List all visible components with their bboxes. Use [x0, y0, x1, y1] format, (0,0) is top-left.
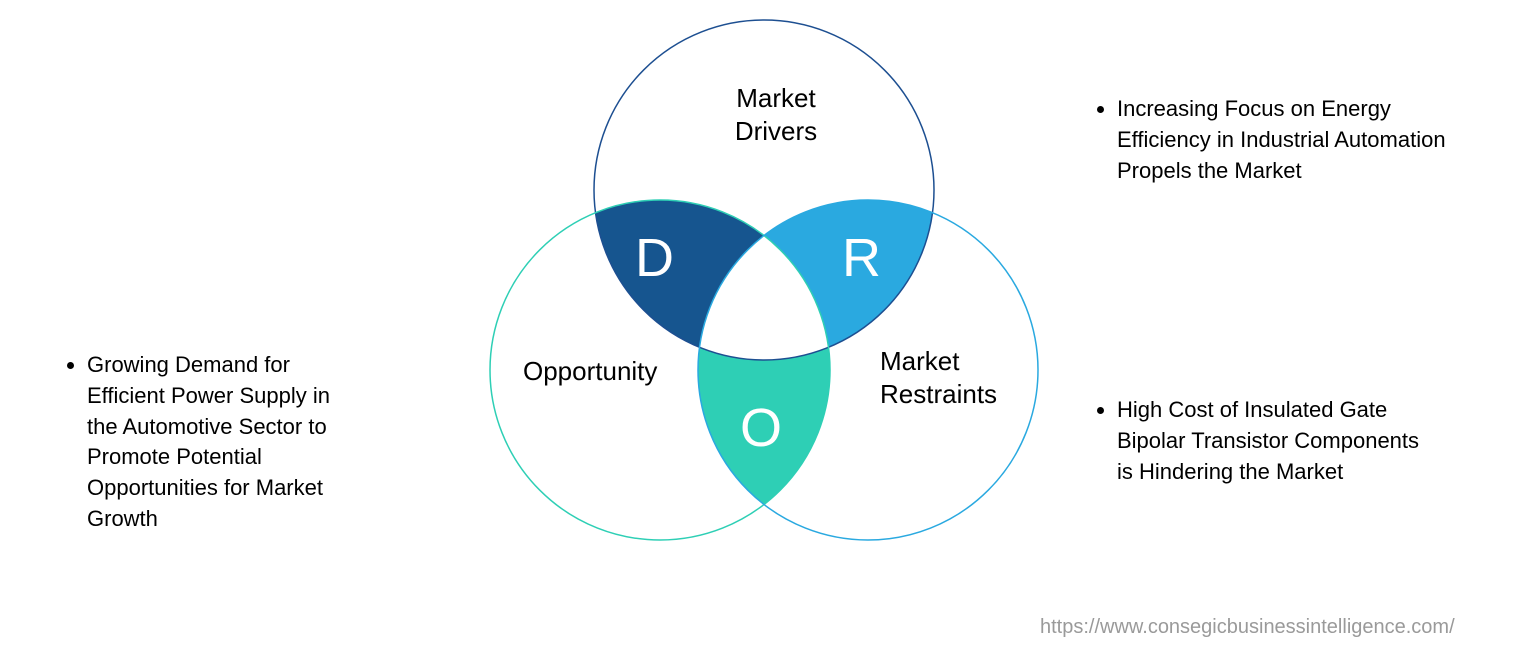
label-drivers-line1: Market	[736, 83, 815, 113]
venn-infographic: D R O Market Drivers Opportunity Market …	[0, 0, 1529, 660]
bullet-opportunity-item: Growing Demand for Efficient Power Suppl…	[87, 350, 385, 535]
label-drivers: Market Drivers	[716, 82, 836, 147]
letter-r: R	[842, 227, 881, 289]
bullet-drivers: Increasing Focus on Energy Efficiency in…	[1095, 94, 1465, 186]
letter-o: O	[740, 397, 782, 459]
bullet-restraints-l3: is Hindering the Market	[1117, 459, 1343, 484]
label-drivers-line2: Drivers	[735, 116, 817, 146]
bullet-opportunity-l2: Efficient Power Supply in	[87, 383, 330, 408]
label-restraints-line2: Restraints	[880, 379, 997, 409]
bullet-drivers-item: Increasing Focus on Energy Efficiency in…	[1117, 94, 1465, 186]
source-attribution: https://www.consegicbusinessintelligence…	[1040, 616, 1455, 639]
bullet-restraints-item: High Cost of Insulated Gate Bipolar Tran…	[1117, 395, 1465, 487]
bullet-opportunity-l4: Promote Potential	[87, 444, 262, 469]
bullet-opportunity-l5: Opportunities for Market	[87, 475, 323, 500]
label-opportunity-text: Opportunity	[523, 356, 657, 386]
bullet-restraints: High Cost of Insulated Gate Bipolar Tran…	[1095, 395, 1465, 487]
label-restraints: Market Restraints	[880, 345, 997, 410]
bullet-drivers-l2: Efficiency in Industrial Automation	[1117, 127, 1446, 152]
bullet-drivers-l1: Increasing Focus on Energy	[1117, 96, 1391, 121]
bullet-opportunity-l3: the Automotive Sector to	[87, 414, 327, 439]
bullet-restraints-l1: High Cost of Insulated Gate	[1117, 397, 1387, 422]
letter-d: D	[635, 227, 674, 289]
label-opportunity: Opportunity	[523, 355, 657, 388]
bullet-opportunity-l6: Growth	[87, 506, 158, 531]
bullet-restraints-l2: Bipolar Transistor Components	[1117, 428, 1419, 453]
label-restraints-line1: Market	[880, 346, 959, 376]
bullet-opportunity: Growing Demand for Efficient Power Suppl…	[65, 350, 385, 535]
bullet-drivers-l3: Propels the Market	[1117, 158, 1302, 183]
bullet-opportunity-l1: Growing Demand for	[87, 352, 290, 377]
